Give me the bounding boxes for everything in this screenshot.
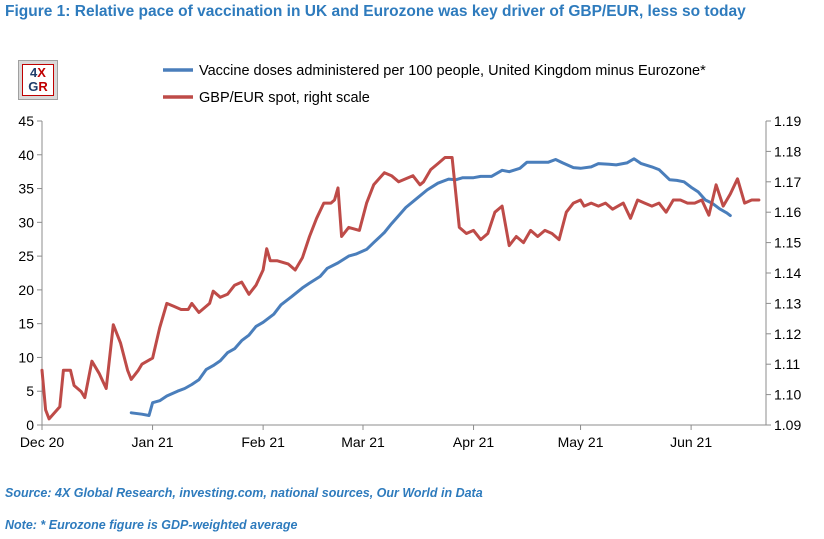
logo-letter: X: [37, 65, 46, 80]
x-tick-label: Apr 21: [453, 434, 494, 450]
gbp-eur-spot-line: [40, 156, 761, 421]
left-tick-label: 25: [18, 248, 34, 264]
right-tick-label: 1.15: [774, 235, 801, 251]
left-tick-label: 45: [18, 113, 34, 129]
right-tick-label: 1.19: [774, 113, 801, 129]
x-tick-label: Feb 21: [241, 434, 285, 450]
x-tick-label: Mar 21: [341, 434, 385, 450]
left-tick-label: 10: [18, 349, 34, 365]
chart-axes: 0 5 10 15 20 25 30 35 40 45 1.09 1.10 1.11 1.12 1.13 1.…: [18, 113, 801, 450]
right-tick-label: 1.16: [774, 204, 801, 220]
source-note: Source: 4X Global Research, investing.co…: [5, 486, 483, 500]
left-tick-label: 30: [18, 214, 34, 230]
left-tick-label: 15: [18, 316, 34, 332]
vaccine-doses-line: [129, 157, 732, 417]
left-tick-label: 20: [18, 282, 34, 298]
dual-axis-line-chart: 0 5 10 15 20 25 30 35 40 45 1.09 1.10 1.11 1.12 1.13 1.…: [18, 63, 801, 450]
chart-series: [40, 156, 761, 421]
right-tick-label: 1.09: [774, 417, 801, 433]
x-tick-label: May 21: [558, 434, 604, 450]
4x-global-research-logo: 4X GR: [18, 60, 58, 100]
footnote: Note: * Eurozone figure is GDP-weighted …: [5, 518, 298, 532]
right-tick-label: 1.13: [774, 295, 801, 311]
x-tick-label: Jan 21: [132, 434, 174, 450]
legend-label: GBP/EUR spot, right scale: [199, 90, 370, 106]
right-tick-label: 1.18: [774, 143, 801, 159]
right-tick-label: 1.14: [774, 265, 801, 281]
left-tick-label: 35: [18, 181, 34, 197]
right-tick-label: 1.11: [774, 356, 800, 372]
chart-legend: Vaccine doses administered per 100 peopl…: [163, 63, 706, 106]
left-tick-label: 5: [26, 383, 34, 399]
logo-letter: R: [38, 79, 48, 94]
logo-letter: 4: [30, 65, 38, 80]
figure-title: Figure 1: Relative pace of vaccination i…: [5, 3, 746, 20]
logo-letter: G: [28, 79, 39, 94]
right-tick-label: 1.10: [774, 387, 801, 403]
left-tick-label: 0: [26, 417, 34, 433]
x-tick-label: Dec 20: [20, 434, 65, 450]
legend-label: Vaccine doses administered per 100 peopl…: [199, 63, 706, 79]
x-tick-label: Jun 21: [670, 434, 712, 450]
left-tick-label: 40: [18, 147, 34, 163]
right-tick-label: 1.12: [774, 326, 801, 342]
right-tick-label: 1.17: [774, 174, 801, 190]
logo-mark: 4X GR: [22, 64, 54, 96]
